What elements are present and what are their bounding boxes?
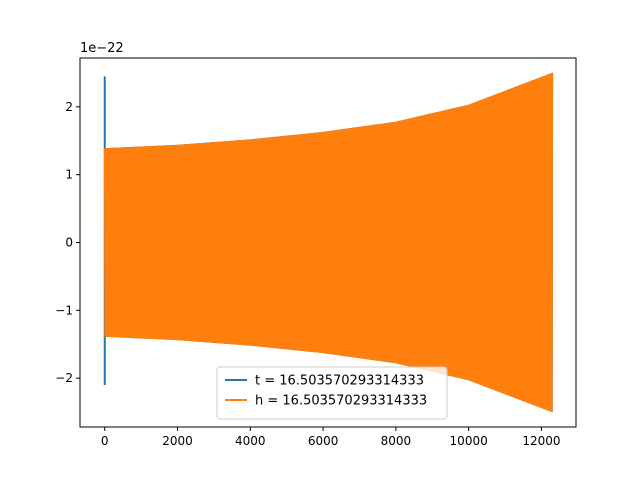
y-tick-label: −1 xyxy=(55,303,73,317)
y-tick-label: 1 xyxy=(65,168,73,182)
y-axis: −2 −1 0 1 2 xyxy=(55,100,80,385)
y-tick-label: −2 xyxy=(55,371,73,385)
y-offset-text: 1e−22 xyxy=(80,41,124,56)
legend-box xyxy=(216,366,448,420)
x-tick-label: 12000 xyxy=(522,434,560,448)
series-line-2 xyxy=(104,72,554,412)
series-layer xyxy=(103,72,554,412)
legend: t = 16.503570293314333 h = 16.50357029331… xyxy=(216,366,448,420)
y-tick-label: 2 xyxy=(65,100,73,114)
y-tick-label: 0 xyxy=(65,236,73,250)
x-tick-label: 4000 xyxy=(235,434,266,448)
x-tick-label: 2000 xyxy=(162,434,193,448)
x-tick-label: 0 xyxy=(101,434,109,448)
x-tick-label: 10000 xyxy=(450,434,488,448)
x-tick-label: 6000 xyxy=(308,434,339,448)
legend-label: t = 16.503570293314333 xyxy=(255,374,424,389)
x-axis: 0 2000 4000 6000 8000 10000 12000 xyxy=(101,427,561,448)
x-tick-label: 8000 xyxy=(381,434,412,448)
legend-label: h = 16.503570293314333 xyxy=(255,394,427,409)
